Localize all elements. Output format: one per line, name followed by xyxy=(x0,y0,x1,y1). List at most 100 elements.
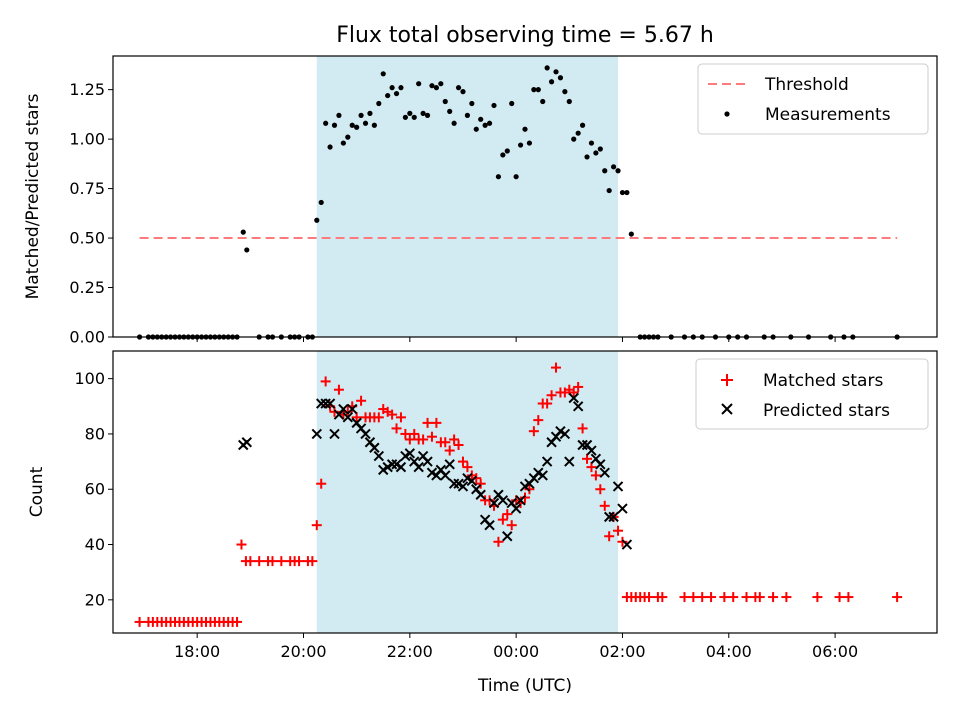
count-panel: 20 40 60 80 100 18:00 20:00 22:00 00:00 02:00 04:… xyxy=(27,350,938,696)
predicted-mark-b xyxy=(391,459,402,470)
predicted-mark-b xyxy=(564,456,575,467)
measurement-point xyxy=(562,89,568,95)
predicted-star-point xyxy=(338,403,349,415)
measurement-point xyxy=(619,189,626,196)
y-tick-label: 40 xyxy=(85,535,105,554)
measurement-point xyxy=(331,122,338,128)
matched-star-point xyxy=(254,556,265,567)
measurement-point xyxy=(571,136,577,142)
predicted-star-point xyxy=(484,519,495,531)
predicted-star-point xyxy=(360,428,371,440)
predicted-star-point xyxy=(621,539,633,550)
predicted-mark-b xyxy=(386,459,398,470)
matched-star-point xyxy=(754,592,765,603)
predicted-mark-b xyxy=(555,425,566,437)
predicted-mark-b xyxy=(559,428,571,440)
predicted-star-point xyxy=(316,398,327,409)
matched-star-point xyxy=(373,412,384,423)
matched-star-point xyxy=(391,423,402,434)
matched-star-point xyxy=(409,428,420,439)
measurement-point xyxy=(380,71,386,77)
matched-star-point xyxy=(533,415,544,426)
matched-star-point xyxy=(697,592,708,603)
measurement-point xyxy=(442,98,448,105)
measurement-point xyxy=(345,134,351,140)
measurement-point xyxy=(438,81,444,87)
matched-star-point xyxy=(728,592,739,603)
legend-x-b xyxy=(721,403,733,415)
predicted-mark-b xyxy=(324,398,336,409)
measurement-point xyxy=(544,65,550,71)
predicted-mark-b xyxy=(497,495,509,506)
predicted-mark-b xyxy=(603,511,615,523)
predicted-star-point xyxy=(347,403,358,415)
matched-star-point xyxy=(404,434,415,445)
ratio-y-axis-label: Matched/Predicted stars xyxy=(23,93,43,299)
measurement-point xyxy=(376,100,382,107)
predicted-star-point xyxy=(572,401,584,412)
measurement-point xyxy=(579,122,586,128)
x-tick-label: 18:00 xyxy=(174,642,220,661)
predicted-star-point xyxy=(541,456,553,467)
predicted-mark-b xyxy=(351,417,362,429)
matched-star-point xyxy=(422,417,433,428)
matched-star-point xyxy=(351,412,362,423)
measurement-point xyxy=(327,144,333,150)
predicted-mark-b xyxy=(533,467,544,478)
count-legend: Matched stars Predicted stars xyxy=(695,358,929,430)
predicted-mark-b xyxy=(404,448,416,459)
measurement-point xyxy=(557,75,564,81)
predicted-mark-b xyxy=(475,489,486,500)
predicted-star-point xyxy=(457,481,469,492)
measurement-point xyxy=(429,83,435,89)
matched-star-point xyxy=(679,592,690,603)
matched-star-point xyxy=(741,592,752,603)
measurement-point xyxy=(624,189,630,196)
x-tick-label: 06:00 xyxy=(812,642,858,661)
predicted-mark-b xyxy=(541,456,553,467)
measurement-point xyxy=(358,112,364,118)
measurement-point xyxy=(615,168,621,174)
measurement-point xyxy=(509,100,515,107)
measurement-point xyxy=(522,126,528,132)
measurement-point xyxy=(478,116,484,122)
predicted-mark-b xyxy=(320,398,331,409)
predicted-mark-b xyxy=(440,470,451,481)
predicted-mark-b xyxy=(347,403,358,415)
y-tick-label: 0.50 xyxy=(69,229,105,248)
matched-star-point xyxy=(524,484,535,495)
matched-star-point xyxy=(400,428,411,439)
matched-star-point xyxy=(462,462,473,473)
measurement-point xyxy=(606,187,612,194)
predicted-mark-b xyxy=(572,401,584,412)
matched-star-point xyxy=(134,616,145,627)
predicted-mark-b xyxy=(493,489,504,500)
ratio-legend-box xyxy=(697,63,929,135)
matched-star-point xyxy=(316,478,327,489)
predicted-mark-b xyxy=(488,497,500,509)
matched-star-point xyxy=(311,520,322,531)
measurement-point xyxy=(473,126,479,132)
matched-star-point xyxy=(644,592,655,603)
measurement-point xyxy=(362,120,369,126)
matched-star-point xyxy=(333,384,344,395)
time-x-axis-label: Time (UTC) xyxy=(477,676,572,696)
measurement-point xyxy=(584,154,590,160)
measurement-point xyxy=(323,120,329,126)
predicted-mark-b xyxy=(338,403,349,415)
measurement-point xyxy=(240,229,246,235)
matched-star-point xyxy=(520,492,530,503)
measurement-point xyxy=(469,100,475,107)
predicted-mark-b xyxy=(342,412,354,423)
predicted-star-point xyxy=(404,448,416,459)
measurement-point xyxy=(566,98,572,105)
matched-star-point xyxy=(294,556,305,567)
predicted-star-point xyxy=(568,392,579,404)
predicted-star-point xyxy=(311,428,322,440)
predicted-mark-b xyxy=(426,467,438,478)
matched-star-point xyxy=(577,423,588,434)
predicted-mark-b xyxy=(448,478,460,489)
measurement-point xyxy=(575,130,581,136)
y-tick-label: 20 xyxy=(85,590,105,609)
predicted-star-point xyxy=(497,495,509,506)
